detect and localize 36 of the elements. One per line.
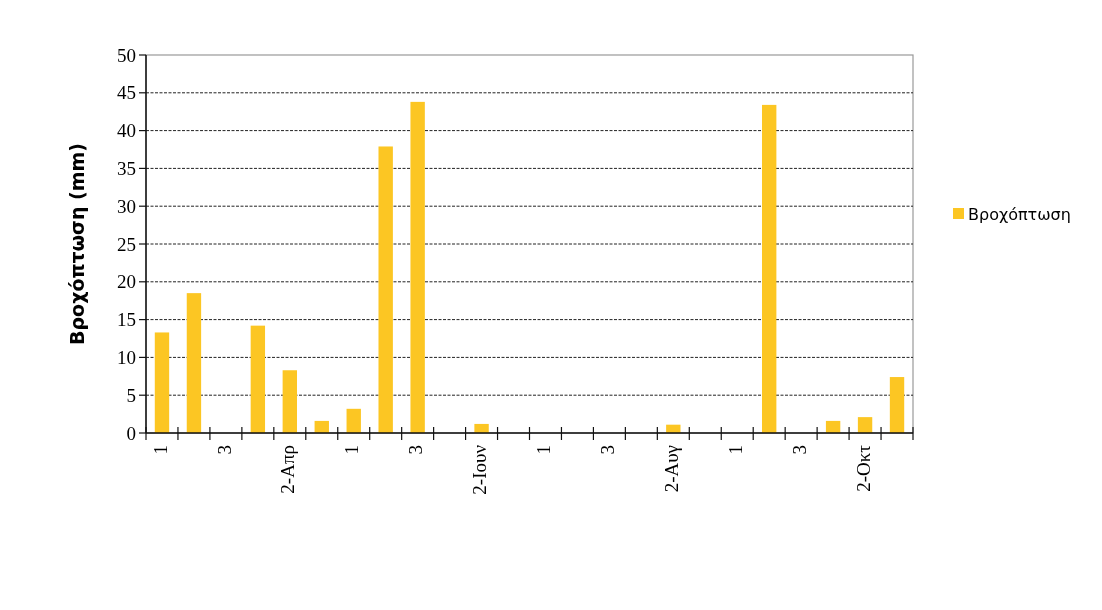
bar <box>346 408 361 433</box>
bar <box>154 332 170 433</box>
y-tick-label: 15 <box>117 309 136 331</box>
y-tick-label: 25 <box>117 233 136 255</box>
bar <box>474 423 489 433</box>
bar <box>378 146 393 433</box>
x-tick-label: 1 <box>533 445 555 455</box>
y-tick-label: 0 <box>126 422 136 444</box>
x-tick-label: 1 <box>149 445 171 455</box>
y-tick-label: 45 <box>117 82 136 104</box>
bar <box>762 104 777 433</box>
x-tick-label: 1 <box>724 445 746 455</box>
bar <box>857 417 873 433</box>
bar <box>186 293 202 433</box>
bar <box>282 370 297 433</box>
y-tick-label: 5 <box>126 384 136 406</box>
x-tick-label: 2-Απρ <box>277 445 299 494</box>
x-tick-label: 2-Οκτ <box>852 444 874 492</box>
y-tick-label: 20 <box>117 271 136 293</box>
x-tick-label: 3 <box>405 445 427 455</box>
x-tick-label: 3 <box>788 445 810 455</box>
bar <box>410 101 425 433</box>
x-tick-label: 2-Ιουν <box>469 444 491 495</box>
bar <box>889 377 905 433</box>
x-tick-label: 3 <box>597 445 619 455</box>
x-tick-label: 3 <box>213 445 235 455</box>
y-tick-label: 50 <box>117 44 136 66</box>
legend-label: Βροχόπτωση <box>968 204 1071 224</box>
bar <box>250 325 266 433</box>
y-axis-title: Βροχόπτωση (mm) <box>66 142 88 346</box>
y-tick-label: 10 <box>117 347 136 369</box>
y-tick-label: 35 <box>117 158 136 180</box>
y-tick-label: 30 <box>117 195 136 217</box>
x-tick-label: 1 <box>341 445 363 455</box>
y-tick-label: 40 <box>117 120 136 142</box>
x-tick-label: 2-Αυγ <box>660 445 682 493</box>
